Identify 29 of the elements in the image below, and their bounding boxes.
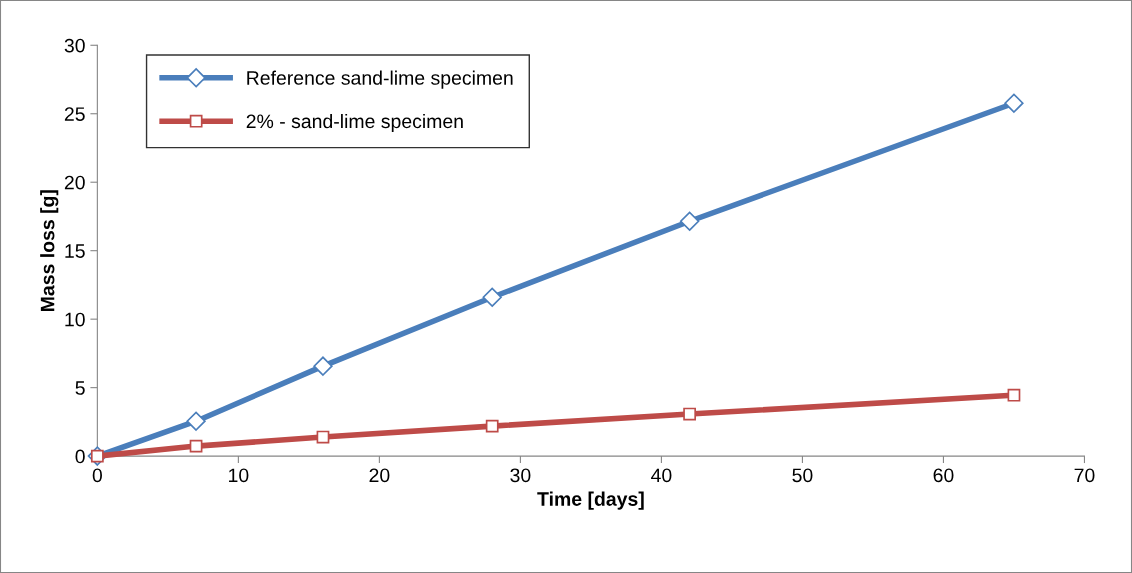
- y-axis-title: Mass loss [g]: [40, 190, 59, 311]
- x-tick-label: 10: [229, 468, 249, 483]
- x-tick-label: 0: [92, 468, 102, 483]
- point: [313, 356, 333, 376]
- x-tick-label: 60: [933, 468, 954, 483]
- y-tick-label: 10: [65, 312, 85, 327]
- legend-label: 2% - sand-lime specimen: [246, 113, 463, 133]
- legend-label: Reference sand-lime specimen: [247, 70, 513, 89]
- point: [316, 430, 330, 444]
- y-tick-label: 5: [75, 381, 85, 395]
- point: [186, 411, 206, 431]
- y-tick-label: 30: [64, 38, 85, 53]
- y-tick-label: 25: [64, 107, 85, 121]
- y-tick-label: 15: [65, 244, 85, 258]
- point: [679, 211, 700, 231]
- point: [1004, 93, 1024, 113]
- y-tick-label: 20: [64, 175, 85, 190]
- x-tick-label: 40: [651, 468, 672, 483]
- point: [482, 287, 502, 307]
- point: [189, 439, 203, 453]
- x-tick-label: 30: [510, 468, 531, 483]
- x-tick-label: 20: [369, 468, 390, 483]
- y-tick-label: 0: [75, 449, 85, 464]
- point: [1007, 388, 1021, 402]
- x-tick-label: 70: [1074, 468, 1095, 483]
- point: [485, 419, 499, 433]
- point: [683, 407, 697, 421]
- x-tick-label: 50: [792, 468, 813, 483]
- x-axis-title: Time [days]: [537, 491, 644, 510]
